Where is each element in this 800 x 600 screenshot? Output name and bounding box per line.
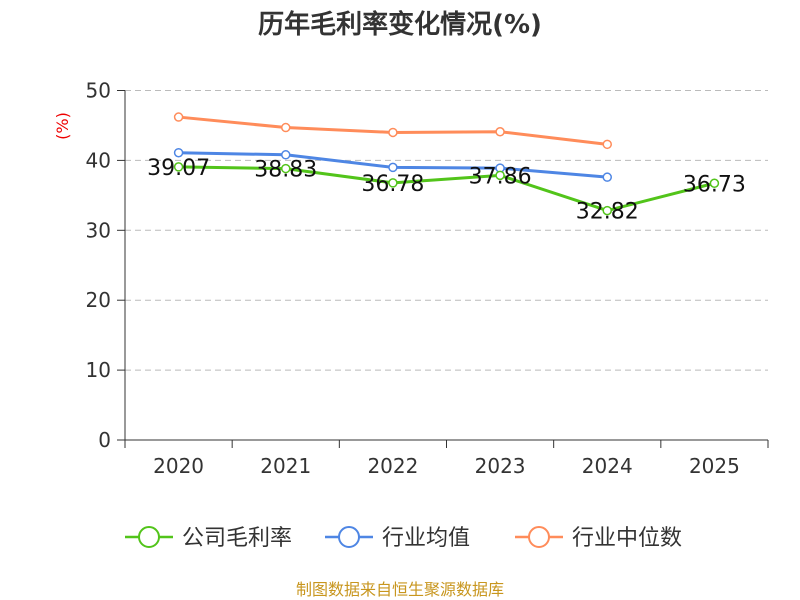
x-tick-label: 2023 [475,454,526,478]
data-point [709,178,720,189]
legend-marker [338,526,360,548]
data-point [602,205,612,216]
x-tick-label: 2020 [153,454,204,478]
data-point [388,178,398,188]
legend-item: 行业均值 [325,526,470,551]
y-tick-label: 20 [86,288,111,312]
y-tick-label: 30 [86,218,111,242]
series-行业中位数 [173,112,612,150]
x-tick-label: 2025 [689,454,740,478]
source-note: 制图数据来自恒生聚源数据库 [296,580,504,599]
data-label: 37.86 [469,164,532,189]
data-point [173,162,184,172]
data-point [388,162,398,173]
x-tick-label: 2021 [260,454,311,478]
data-point [388,127,398,138]
data-point [602,172,612,182]
x-tick-label: 2024 [582,454,633,478]
data-label: 32.82 [576,200,639,225]
legend-item: 行业中位数 [515,526,682,551]
series-行业均值 [173,147,612,182]
legend-label: 行业中位数 [572,526,682,551]
chart-title: 历年毛利率变化情况(%) [258,9,542,40]
legend-item: 公司毛利率 [125,526,292,551]
y-tick-label: 40 [86,148,111,172]
data-label: 36.73 [683,172,746,197]
x-tick-label: 2022 [367,454,418,478]
data-point [495,170,505,181]
legend-marker [138,526,160,548]
data-label: 39.07 [147,156,210,181]
y-axis-label: (%) [53,112,72,140]
data-point [602,139,612,150]
data-point [173,112,184,122]
data-point [281,150,291,160]
data-point [173,147,184,158]
series-公司毛利率: 39.07 38.83 36.78 37.86 32.82 36.73 [147,156,746,225]
y-tick-label: 0 [98,428,111,452]
data-label: 38.83 [254,158,317,183]
y-tick-label: 50 [86,79,111,103]
series-line [178,165,715,213]
legend-label: 行业均值 [382,526,470,551]
data-point [281,163,291,174]
data-point [495,126,505,137]
data-point [281,122,291,133]
data-label: 36.78 [361,172,424,197]
legend-marker [528,526,550,548]
y-tick-label: 10 [86,358,111,382]
legend-label: 公司毛利率 [182,526,292,551]
